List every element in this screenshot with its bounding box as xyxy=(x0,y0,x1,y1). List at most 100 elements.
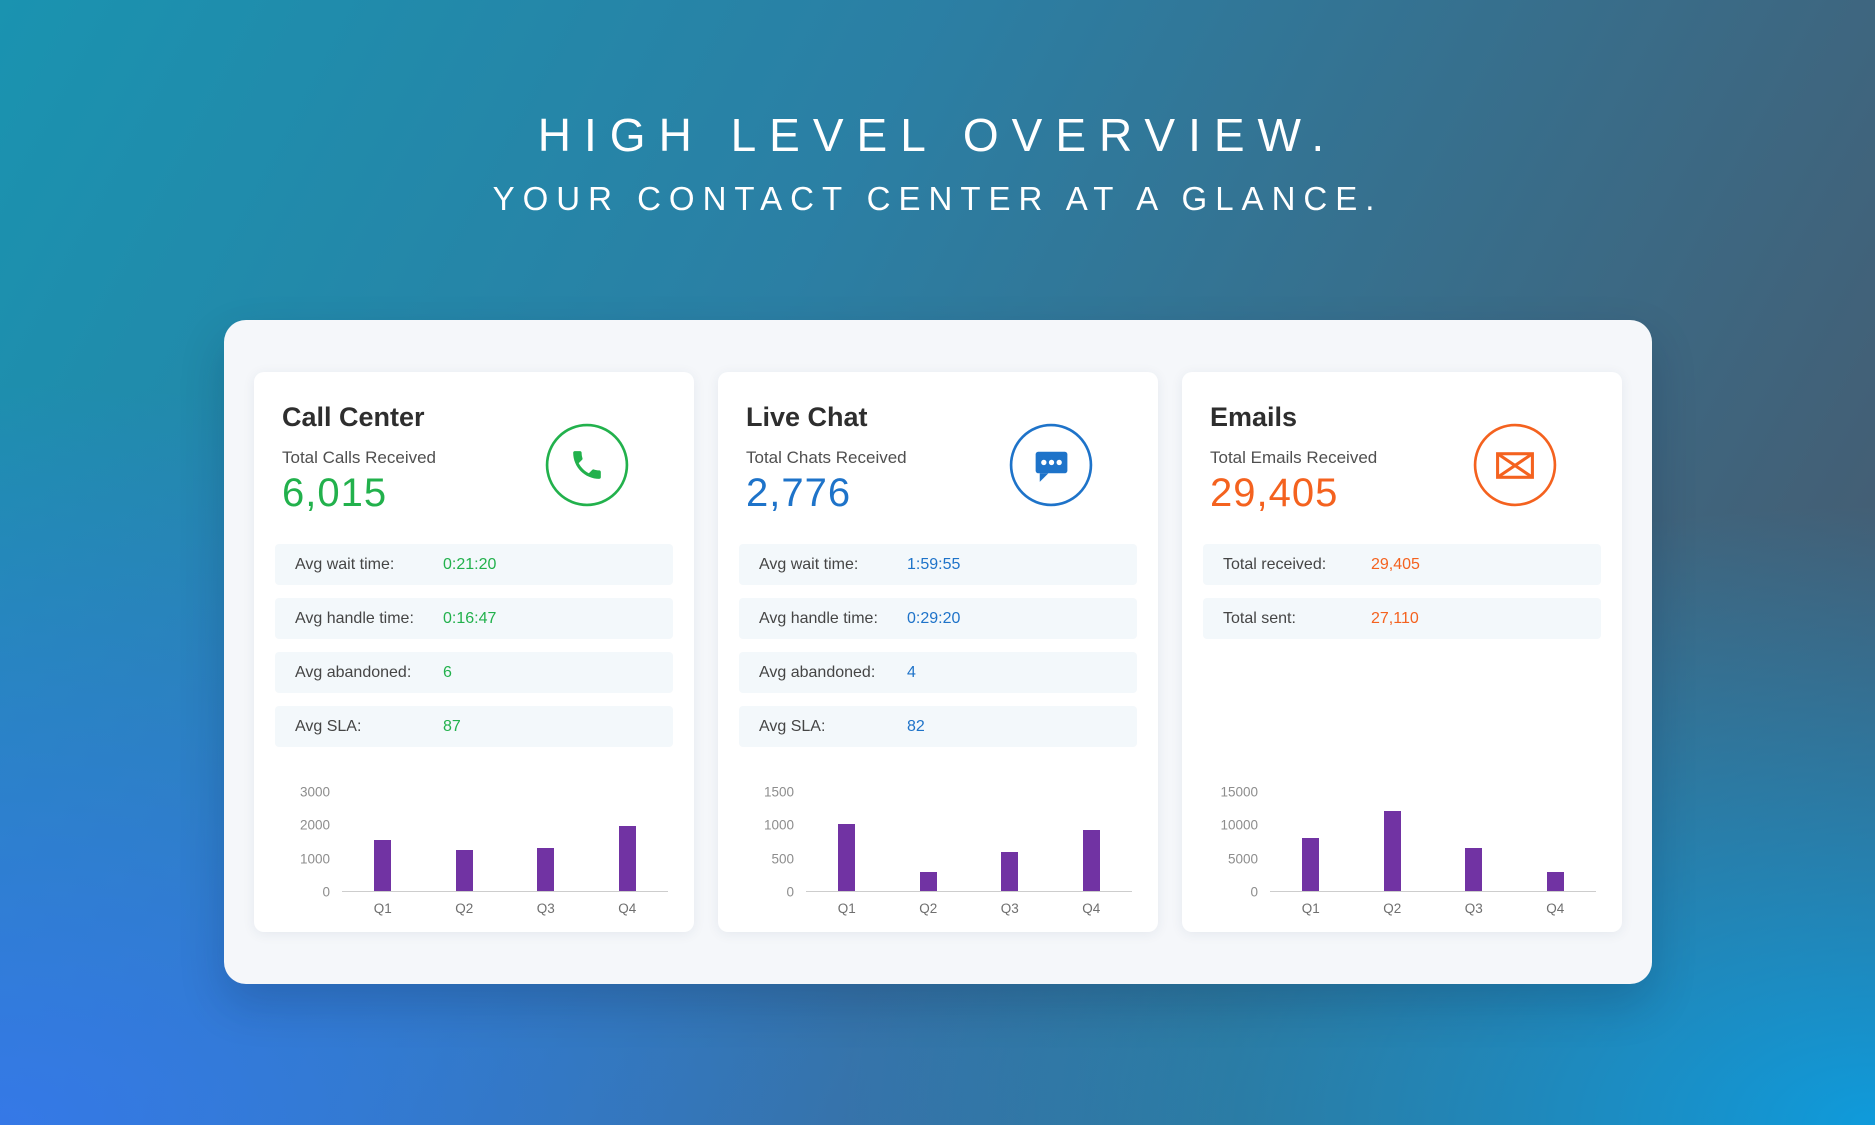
chart-x-axis: Q1 Q2 Q3 Q4 xyxy=(342,901,668,916)
bar-slot xyxy=(1433,848,1515,891)
stat-row: Avg wait time: 1:59:55 xyxy=(739,544,1137,585)
card-header: Emails Total Emails Received 29,405 xyxy=(1182,402,1622,516)
stat-value: 0:29:20 xyxy=(907,609,961,627)
bar-slot xyxy=(342,840,424,891)
chart-x-axis: Q1 Q2 Q3 Q4 xyxy=(1270,901,1596,916)
headline: HIGH LEVEL OVERVIEW. YOUR CONTACT CENTER… xyxy=(0,0,1875,219)
category-label: Q4 xyxy=(618,901,637,916)
axis-tick-label: 15000 xyxy=(1220,784,1258,800)
stat-value: 82 xyxy=(907,717,925,735)
bar xyxy=(1302,838,1320,891)
category-label: Q3 xyxy=(536,901,555,916)
card-title: Live Chat xyxy=(746,402,868,432)
bar xyxy=(618,826,636,891)
card-emails: Emails Total Emails Received 29,405 Tota… xyxy=(1182,372,1622,932)
axis-tick-label: 5000 xyxy=(1227,851,1258,867)
page-subtitle: YOUR CONTACT CENTER AT A GLANCE. xyxy=(492,180,1383,218)
category-label: Q2 xyxy=(1383,901,1402,916)
bar-slot xyxy=(888,872,970,891)
bar xyxy=(1383,811,1401,891)
bar xyxy=(1001,852,1019,891)
axis-tick-label: 1000 xyxy=(763,817,794,833)
page-title: HIGH LEVEL OVERVIEW. xyxy=(537,109,1338,161)
stat-value: 0:16:47 xyxy=(443,609,497,627)
bar xyxy=(1465,848,1483,891)
stat-row: Avg handle time: 0:29:20 xyxy=(739,598,1137,639)
chats-bar-chart: 1500 1000 500 0 Q1 Q2 Q3 Q4 xyxy=(718,785,1158,916)
stats-list: Total received: 29,405 Total sent: 27,11… xyxy=(1182,544,1622,639)
bar-slot xyxy=(806,824,888,891)
stat-label: Avg abandoned: xyxy=(295,663,412,681)
card-call-center: Call Center Total Calls Received 6,015 A… xyxy=(254,372,694,932)
axis-tick-label: 3000 xyxy=(299,784,330,800)
metric-value: 2,776 xyxy=(746,471,852,515)
stat-row: Avg wait time: 0:21:20 xyxy=(275,544,673,585)
bar-slot xyxy=(1352,811,1434,891)
stat-label: Avg handle time: xyxy=(295,609,414,627)
chart-y-axis: 15000 10000 5000 0 xyxy=(1212,785,1270,900)
chart-plot xyxy=(1270,792,1596,892)
bar-slot xyxy=(1270,838,1352,891)
stat-label: Total sent: xyxy=(1223,609,1296,627)
axis-tick-label: 0 xyxy=(1250,884,1258,900)
chart-y-axis: 3000 2000 1000 0 xyxy=(284,785,342,900)
card-header: Live Chat Total Chats Received 2,776 xyxy=(718,402,1158,516)
bar-slot xyxy=(587,826,669,891)
axis-tick-label: 0 xyxy=(786,884,794,900)
category-label: Q1 xyxy=(373,901,392,916)
stat-label: Avg abandoned: xyxy=(759,663,876,681)
stat-label: Avg SLA: xyxy=(295,717,362,735)
metric-label: Total Calls Received xyxy=(282,448,437,467)
bar xyxy=(374,840,392,891)
category-label: Q1 xyxy=(837,901,856,916)
category-label: Q3 xyxy=(1464,901,1483,916)
stats-list: Avg wait time: 0:21:20 Avg handle time: … xyxy=(254,544,694,747)
chart-x-axis: Q1 Q2 Q3 Q4 xyxy=(806,901,1132,916)
axis-tick-label: 1500 xyxy=(763,784,794,800)
stat-value: 6 xyxy=(443,663,452,681)
calls-bar-chart: 3000 2000 1000 0 Q1 Q2 Q3 Q4 xyxy=(254,785,694,916)
bar-slot xyxy=(969,852,1051,891)
bar xyxy=(919,872,937,891)
metric-value: 29,405 xyxy=(1210,471,1339,515)
stats-list: Avg wait time: 1:59:55 Avg handle time: … xyxy=(718,544,1158,747)
bar xyxy=(455,850,473,891)
chart-plot xyxy=(806,792,1132,892)
chart-plot-area: Q1 Q2 Q3 Q4 xyxy=(1270,792,1596,916)
metric-label: Total Emails Received xyxy=(1210,448,1378,467)
axis-tick-label: 2000 xyxy=(299,817,330,833)
stat-row: Avg abandoned: 6 xyxy=(275,652,673,693)
bar xyxy=(838,824,856,891)
stat-row: Total received: 29,405 xyxy=(1203,544,1601,585)
bar-slot xyxy=(505,848,587,891)
stat-label: Avg SLA: xyxy=(759,717,826,735)
axis-tick-label: 500 xyxy=(771,851,794,867)
stat-label: Avg wait time: xyxy=(295,555,395,573)
metric-value: 6,015 xyxy=(282,471,388,515)
stat-label: Avg handle time: xyxy=(759,609,878,627)
category-label: Q4 xyxy=(1546,901,1565,916)
bar xyxy=(1546,872,1564,891)
axis-tick-label: 0 xyxy=(322,884,330,900)
category-label: Q4 xyxy=(1082,901,1101,916)
stat-label: Avg wait time: xyxy=(759,555,859,573)
chart-plot xyxy=(342,792,668,892)
card-live-chat: Live Chat Total Chats Received 2,776 Avg… xyxy=(718,372,1158,932)
stat-label: Total received: xyxy=(1223,555,1327,573)
card-header: Call Center Total Calls Received 6,015 xyxy=(254,402,694,516)
stat-value: 0:21:20 xyxy=(443,555,497,573)
bar-slot xyxy=(424,850,506,891)
category-label: Q2 xyxy=(919,901,938,916)
stat-row: Avg SLA: 87 xyxy=(275,706,673,747)
chart-plot-area: Q1 Q2 Q3 Q4 xyxy=(806,792,1132,916)
stat-value: 4 xyxy=(907,663,916,681)
chat-bubble-icon xyxy=(1008,422,1094,508)
category-label: Q1 xyxy=(1301,901,1320,916)
metric-label: Total Chats Received xyxy=(746,448,907,467)
chart-y-axis: 1500 1000 500 0 xyxy=(748,785,806,900)
card-title: Call Center xyxy=(282,402,425,432)
stat-row: Avg SLA: 82 xyxy=(739,706,1137,747)
category-label: Q2 xyxy=(455,901,474,916)
axis-tick-label: 10000 xyxy=(1220,817,1258,833)
bar-slot xyxy=(1515,872,1597,891)
